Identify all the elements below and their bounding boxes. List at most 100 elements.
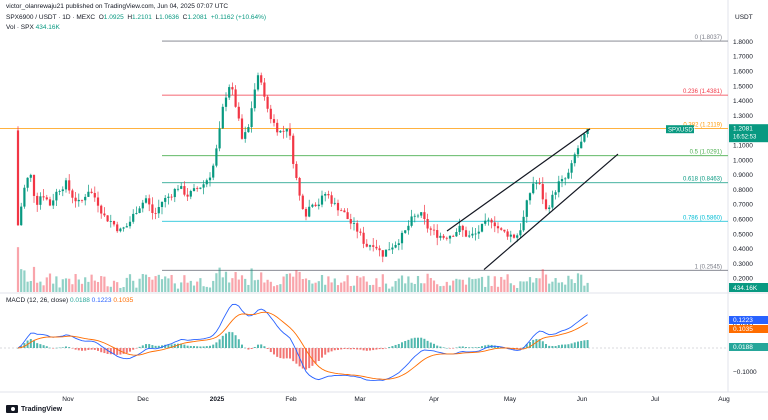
candle[interactable] [125,226,128,228]
candle[interactable] [394,244,397,248]
candle[interactable] [135,212,138,214]
candle[interactable] [436,230,439,238]
candle[interactable] [237,106,240,119]
candle[interactable] [160,201,164,208]
candle[interactable] [288,128,292,136]
candle[interactable] [224,97,228,107]
candle[interactable] [77,199,80,202]
candle[interactable] [583,133,586,142]
candle[interactable] [96,197,100,206]
candle[interactable] [128,221,132,227]
candle[interactable] [458,225,461,233]
candle[interactable] [359,231,362,233]
candle[interactable] [551,194,554,208]
candle[interactable] [263,82,266,97]
candle[interactable] [381,250,384,257]
candle[interactable] [400,232,404,244]
candle[interactable] [560,179,564,182]
candle[interactable] [413,215,416,217]
candle[interactable] [250,108,253,128]
macd-line[interactable] [17,303,588,381]
candle[interactable] [311,204,314,207]
candle[interactable] [573,154,576,164]
candle[interactable] [285,128,288,132]
candle[interactable] [122,227,125,229]
macd-signal-line[interactable] [17,311,588,380]
candle[interactable] [244,132,247,139]
candle[interactable] [68,180,71,191]
candle[interactable] [26,177,29,188]
candle[interactable] [23,187,26,207]
candle[interactable] [87,191,90,197]
candle[interactable] [189,191,192,197]
candle[interactable] [266,96,269,109]
candle[interactable] [253,89,256,109]
candle[interactable] [404,230,407,233]
candle[interactable] [448,235,452,239]
candle[interactable] [183,186,186,195]
candle[interactable] [378,248,381,251]
candle[interactable] [512,234,516,238]
candle[interactable] [298,177,301,196]
candle[interactable] [272,119,276,123]
candle[interactable] [132,213,135,222]
candle[interactable] [231,87,234,90]
candle[interactable] [452,235,455,237]
candle[interactable] [276,122,279,133]
candle[interactable] [464,230,468,237]
candle[interactable] [586,129,589,134]
candle[interactable] [368,245,372,247]
candle[interactable] [138,208,141,213]
candle[interactable] [461,225,464,231]
candle[interactable] [221,106,224,129]
candle[interactable] [548,207,551,210]
candle[interactable] [426,218,429,229]
candle[interactable] [112,220,116,225]
candle[interactable] [84,196,87,201]
candle[interactable] [52,200,55,206]
candle[interactable] [564,178,567,180]
candle[interactable] [55,191,58,201]
candle[interactable] [372,245,375,247]
candle[interactable] [423,212,426,219]
candle[interactable] [320,195,324,205]
candle[interactable] [384,249,388,257]
channel-upper-trendline[interactable] [446,128,591,232]
candle[interactable] [484,220,487,224]
candle[interactable] [103,213,106,216]
candle[interactable] [109,220,112,222]
candle[interactable] [375,246,378,249]
candle[interactable] [260,75,263,83]
candle[interactable] [352,223,356,224]
candle[interactable] [538,183,541,185]
candle[interactable] [580,141,583,149]
candle[interactable] [455,232,458,237]
candle[interactable] [16,130,20,226]
macd-hist-badge[interactable] [729,343,768,351]
candle[interactable] [218,128,221,149]
candle[interactable] [522,216,525,231]
candle[interactable] [432,229,436,231]
candle[interactable] [234,89,237,107]
candle[interactable] [45,197,48,200]
candle[interactable] [567,172,570,179]
candle[interactable] [212,165,215,178]
tradingview-logo[interactable]: TradingView [6,405,62,413]
candle[interactable] [48,199,52,206]
candle[interactable] [180,186,183,189]
candle[interactable] [442,235,445,238]
candle[interactable] [196,188,199,189]
candle[interactable] [576,148,580,155]
candle[interactable] [391,247,394,250]
candle[interactable] [468,235,471,237]
candle[interactable] [61,189,64,192]
candle[interactable] [516,235,519,238]
macd-line-badge[interactable] [729,316,768,324]
candle[interactable] [301,195,304,209]
candle[interactable] [330,195,333,204]
candle[interactable] [554,192,557,195]
candle[interactable] [148,198,151,205]
candle[interactable] [324,194,327,196]
candle[interactable] [525,200,528,217]
